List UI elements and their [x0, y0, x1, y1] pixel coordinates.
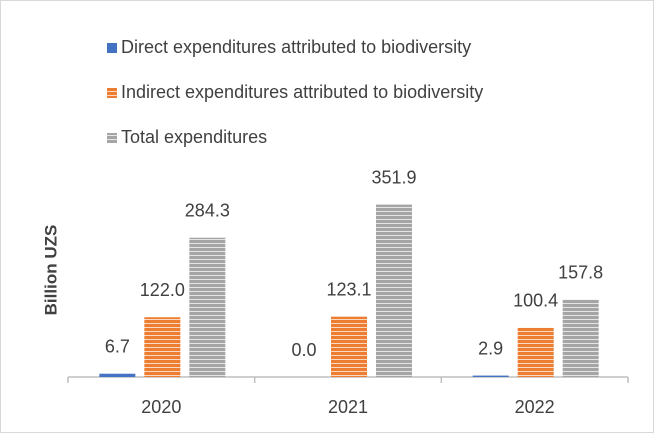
legend-label: Indirect expenditures attributed to biod… — [121, 82, 483, 102]
bar — [472, 375, 509, 377]
x-tick-label: 2021 — [328, 397, 368, 417]
legend-swatch — [107, 43, 117, 53]
bar — [562, 299, 599, 377]
data-label: 2.9 — [478, 338, 503, 358]
data-label: 157.8 — [558, 262, 603, 282]
data-label: 100.4 — [513, 291, 558, 311]
legend-swatch — [107, 88, 117, 98]
data-label: 6.7 — [105, 336, 130, 356]
x-tick-label: 2020 — [141, 397, 181, 417]
legend-label: Total expenditures — [121, 127, 267, 147]
bar — [144, 317, 181, 377]
legend-label: Direct expenditures attributed to biodiv… — [121, 37, 471, 57]
data-label: 123.1 — [326, 279, 371, 299]
y-axis-label: Billion UZS — [41, 225, 60, 316]
data-label: 122.0 — [140, 280, 185, 300]
bar — [331, 316, 367, 377]
bar — [189, 237, 226, 377]
legend-swatch — [107, 133, 117, 143]
data-label: 0.0 — [291, 340, 316, 360]
x-tick-label: 2022 — [515, 397, 555, 417]
bar — [99, 373, 136, 377]
bar — [517, 327, 554, 377]
bar — [376, 204, 412, 377]
data-label: 351.9 — [371, 167, 416, 187]
data-label: 284.3 — [185, 200, 230, 220]
